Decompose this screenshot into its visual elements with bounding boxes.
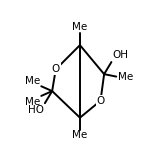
Text: O: O [52,64,60,74]
Text: Me: Me [25,96,40,107]
Text: Me: Me [118,72,133,82]
Text: Me: Me [25,76,40,86]
Text: Me: Me [72,22,88,32]
Text: HO: HO [28,105,44,115]
Text: OH: OH [113,50,129,60]
Text: Me: Me [72,130,88,140]
Text: O: O [96,96,105,106]
